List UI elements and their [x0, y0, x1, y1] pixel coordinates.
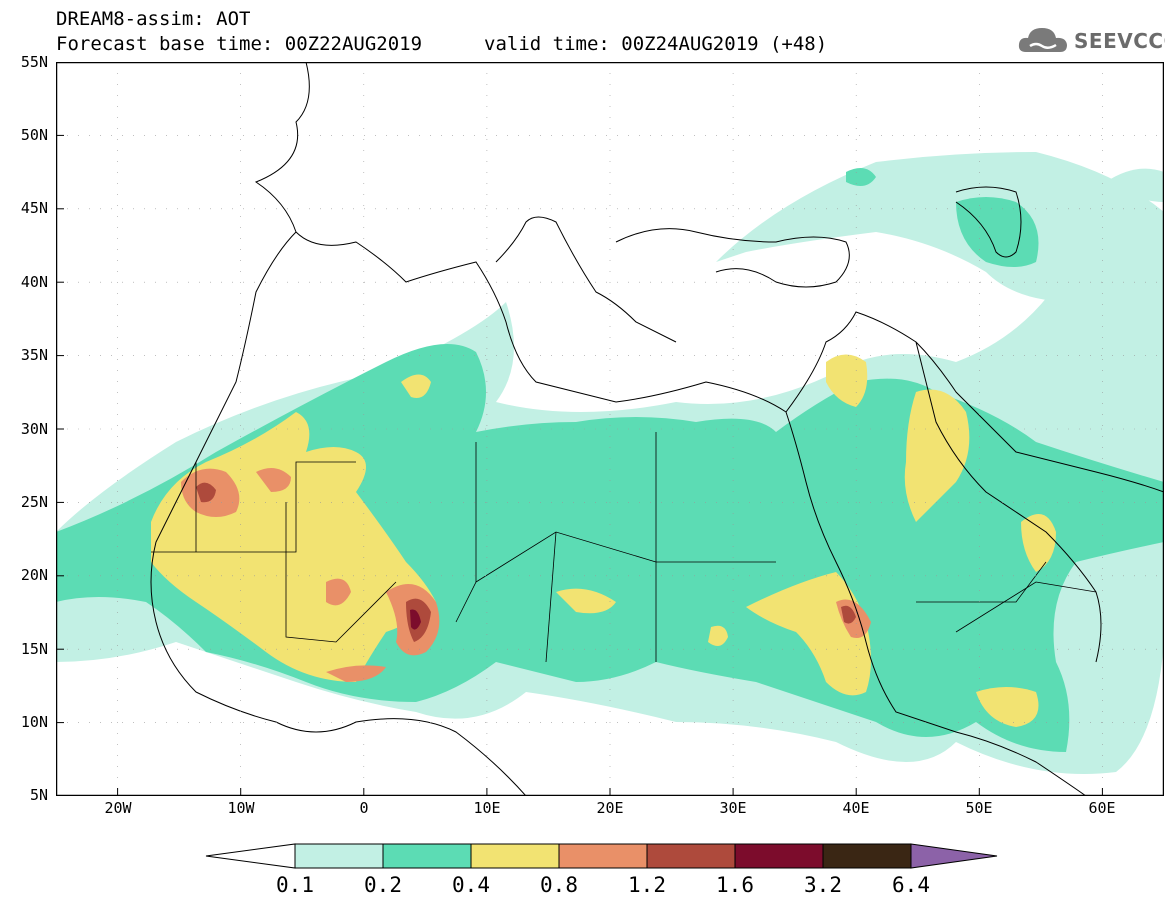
lat-label-5n: 5N	[29, 786, 48, 804]
lon-label-0: 0	[359, 799, 369, 817]
lat-label-55n: 55N	[20, 53, 48, 71]
seevccc-logo: SEEVCCC	[1016, 22, 1165, 58]
valid-time: valid time: 00Z24AUG2019 (+48)	[484, 33, 828, 55]
colorbar-label-6.4: 6.4	[892, 873, 930, 897]
colorbar-bin-1.6	[734, 843, 824, 869]
lon-label-60e: 60E	[1088, 799, 1116, 817]
coastlines	[150, 62, 1164, 796]
lon-label-10w: 10W	[227, 799, 255, 817]
colorbar-label-0.2: 0.2	[364, 873, 402, 897]
lat-label-30n: 30N	[20, 420, 48, 438]
colorbar-bin-0.4	[470, 843, 560, 869]
lat-label-15n: 15N	[20, 640, 48, 658]
map-frame	[56, 62, 1164, 796]
lat-label-25n: 25N	[20, 493, 48, 511]
country-borders	[151, 432, 1097, 663]
colorbar-bin-0.8	[558, 843, 648, 869]
aot-colorbar	[205, 843, 998, 869]
forecast-base-time: Forecast base time: 00Z22AUG2019	[56, 33, 423, 55]
logo-text: SEEVCCC	[1074, 29, 1165, 53]
colorbar-bin-3.2	[822, 843, 912, 869]
lat-label-45n: 45N	[20, 199, 48, 217]
lon-label-20e: 20E	[596, 799, 624, 817]
lat-label-50n: 50N	[20, 126, 48, 144]
lat-label-35n: 35N	[20, 346, 48, 364]
colorbar-label-3.2: 3.2	[804, 873, 842, 897]
colorbar-bin-0.2	[382, 843, 472, 869]
colorbar-label-0.8: 0.8	[540, 873, 578, 897]
axis-ticks	[56, 62, 1103, 796]
lon-label-30e: 30E	[719, 799, 747, 817]
colorbar-label-1.2: 1.2	[628, 873, 666, 897]
colorbar-label-0.4: 0.4	[452, 873, 490, 897]
lat-label-20n: 20N	[20, 566, 48, 584]
aot-field-1.6	[410, 609, 421, 630]
lon-label-10e: 10E	[473, 799, 501, 817]
colorbar-bin-0.1	[294, 843, 384, 869]
lon-label-20w: 20W	[104, 799, 132, 817]
colorbar-over	[910, 843, 998, 869]
lat-label-40n: 40N	[20, 273, 48, 291]
chart-title: DREAM8-assim: AOT	[56, 8, 251, 30]
colorbar-under	[205, 843, 296, 869]
lon-label-50e: 50E	[965, 799, 993, 817]
colorbar-label-1.6: 1.6	[716, 873, 754, 897]
colorbar-bin-1.2	[646, 843, 736, 869]
lat-label-10n: 10N	[20, 713, 48, 731]
aot-map	[56, 62, 1164, 796]
cloud-icon	[1018, 28, 1067, 52]
colorbar-label-0.1: 0.1	[276, 873, 314, 897]
lon-label-40e: 40E	[842, 799, 870, 817]
